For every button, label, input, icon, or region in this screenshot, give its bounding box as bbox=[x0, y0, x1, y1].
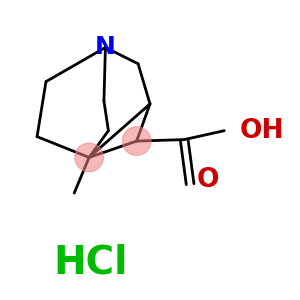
Text: HCl: HCl bbox=[53, 244, 128, 282]
Circle shape bbox=[122, 127, 151, 155]
Text: N: N bbox=[95, 35, 116, 59]
Text: OH: OH bbox=[239, 118, 284, 144]
Text: O: O bbox=[197, 167, 219, 193]
Circle shape bbox=[75, 143, 103, 172]
